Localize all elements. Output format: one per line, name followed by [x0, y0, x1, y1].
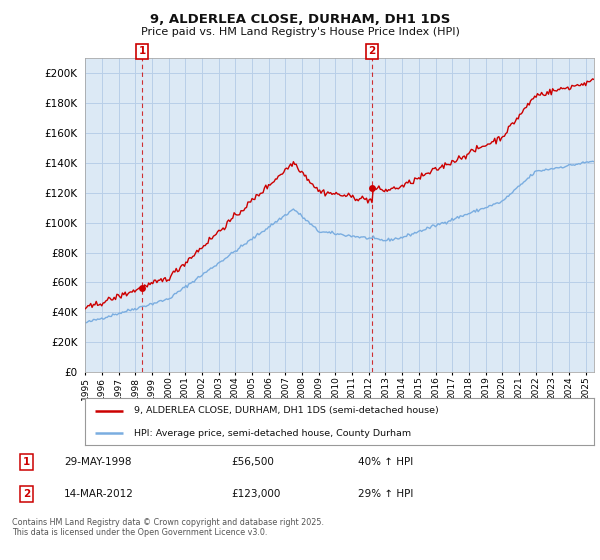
Text: 2: 2: [368, 46, 376, 56]
Text: 14-MAR-2012: 14-MAR-2012: [64, 489, 134, 500]
Text: 2: 2: [23, 489, 30, 500]
Text: 1: 1: [139, 46, 146, 56]
Text: HPI: Average price, semi-detached house, County Durham: HPI: Average price, semi-detached house,…: [134, 429, 410, 438]
Text: £56,500: £56,500: [231, 457, 274, 467]
Text: 29-MAY-1998: 29-MAY-1998: [64, 457, 131, 467]
Text: Contains HM Land Registry data © Crown copyright and database right 2025.
This d: Contains HM Land Registry data © Crown c…: [12, 518, 324, 538]
Text: 1: 1: [23, 457, 30, 467]
Text: 9, ALDERLEA CLOSE, DURHAM, DH1 1DS: 9, ALDERLEA CLOSE, DURHAM, DH1 1DS: [150, 13, 450, 26]
Text: Price paid vs. HM Land Registry's House Price Index (HPI): Price paid vs. HM Land Registry's House …: [140, 27, 460, 37]
Text: 40% ↑ HPI: 40% ↑ HPI: [358, 457, 413, 467]
Text: 29% ↑ HPI: 29% ↑ HPI: [358, 489, 413, 500]
Text: £123,000: £123,000: [231, 489, 280, 500]
Text: 9, ALDERLEA CLOSE, DURHAM, DH1 1DS (semi-detached house): 9, ALDERLEA CLOSE, DURHAM, DH1 1DS (semi…: [134, 407, 438, 416]
